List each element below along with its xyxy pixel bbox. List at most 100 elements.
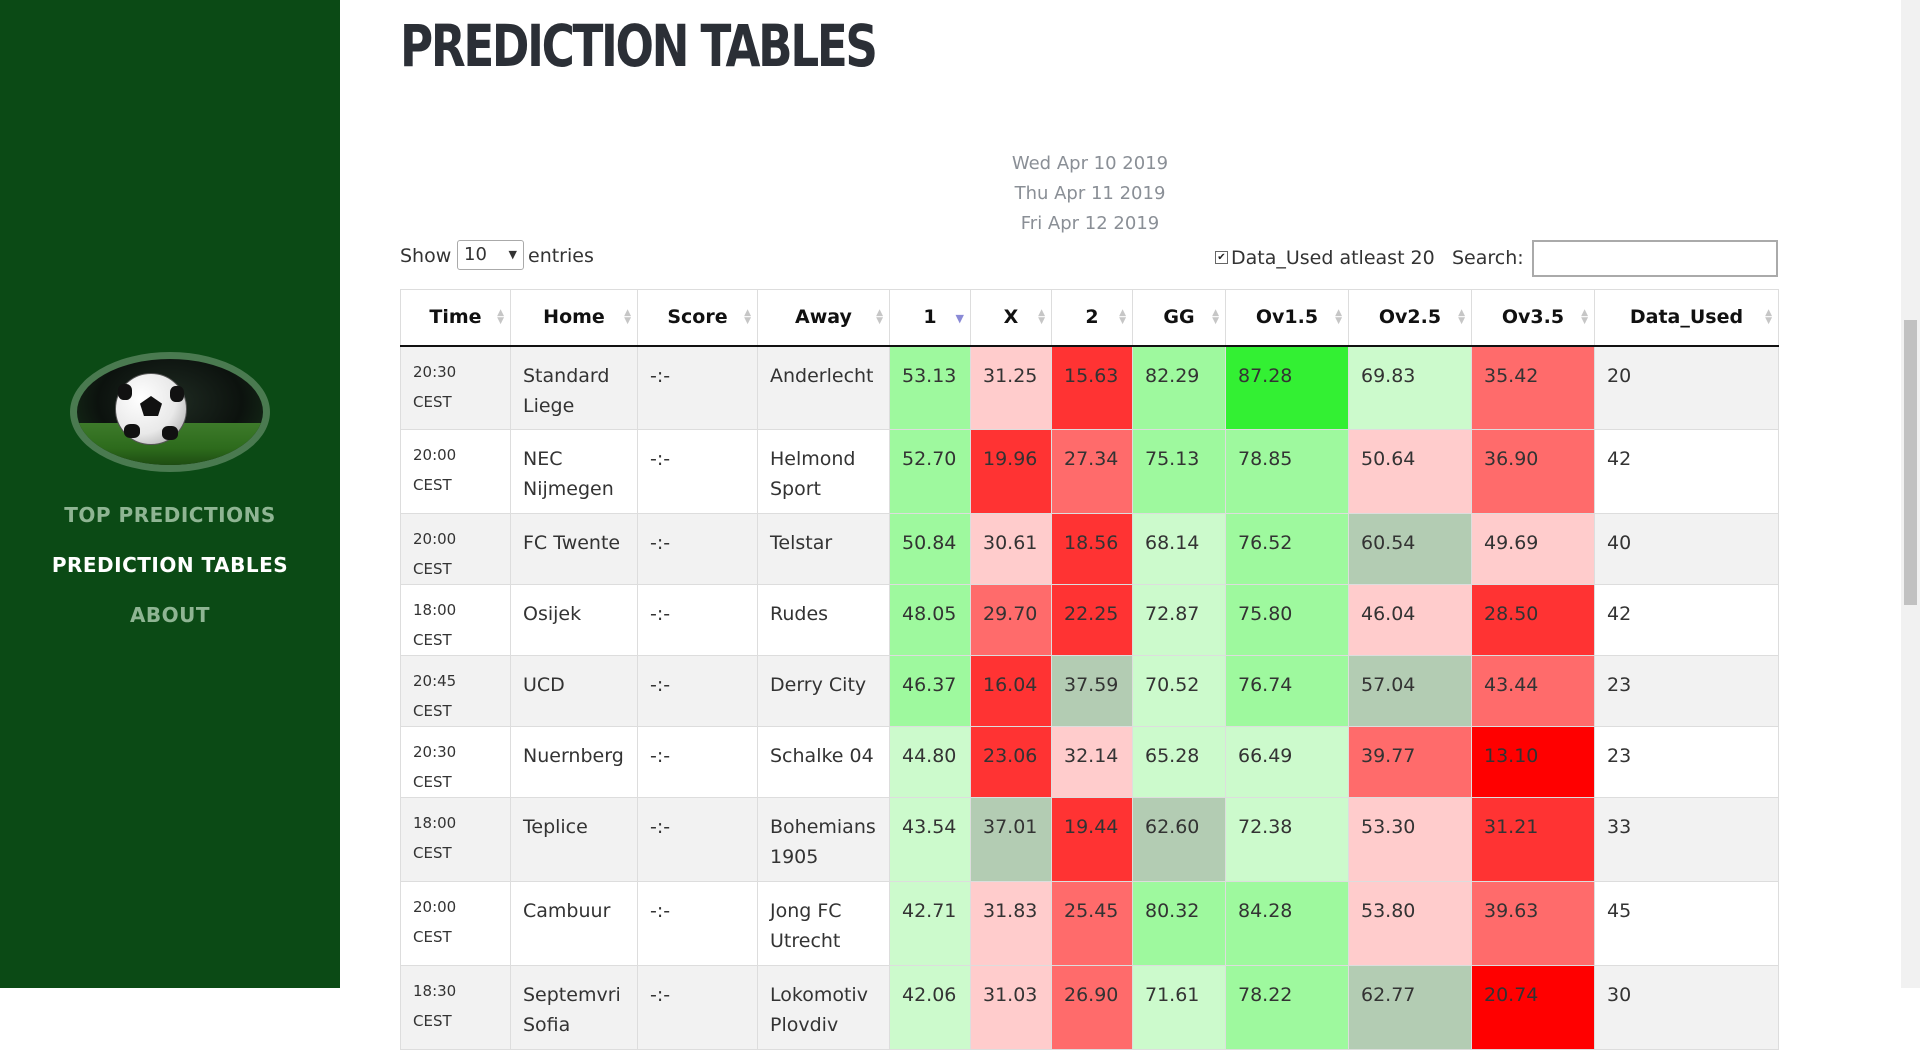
cell-1: 42.06 [889, 965, 971, 1050]
cell-gg: 80.32 [1132, 881, 1226, 966]
scrollbar-thumb[interactable] [1904, 320, 1917, 605]
column-header-label: Data_Used [1629, 306, 1744, 329]
cell-ov35: 13.10 [1471, 726, 1595, 798]
column-header-time[interactable]: Time ▲ ▼ [400, 289, 511, 347]
data-used-checkbox[interactable]: ✔ [1215, 251, 1228, 264]
date-line: Thu Apr 11 2019 [1014, 183, 1166, 204]
column-header-label: Time [429, 306, 482, 329]
column-header-label: Ov2.5 [1378, 306, 1442, 329]
sort-icon: ▲ ▼ [1765, 308, 1772, 326]
sort-icon: ▲ ▼ [1581, 308, 1588, 326]
cell-1: 42.71 [889, 881, 971, 966]
column-header-1[interactable]: 1 ▼ [889, 289, 971, 347]
cell-ov35: 20.74 [1471, 965, 1595, 1050]
sort-icon: ▲ ▼ [1212, 308, 1219, 326]
table-header-row: Time ▲ ▼ Home ▲ ▼ Score ▲ ▼ Away ▲ ▼ 1 ▼ X ▲ ▼ 2 ▲ ▼ GG ▲ ▼ Ov1… [400, 289, 1779, 347]
cell-1: 44.80 [889, 726, 971, 798]
cell-home: UCD [510, 655, 638, 727]
cell-away: Lokomotiv Plovdiv [757, 965, 890, 1050]
table-row: 18:00 CEST Osijek -:- Rudes 48.05 29.70 22.25 7… [400, 584, 1779, 656]
column-header-label: Away [795, 306, 852, 329]
column-header-label: GG [1163, 306, 1195, 329]
search-input[interactable] [1532, 240, 1778, 277]
cell-home: Cambuur [510, 881, 638, 966]
cell-ov35: 31.21 [1471, 797, 1595, 882]
page-scrollbar[interactable] [1901, 0, 1920, 988]
cell-data-used: 23 [1594, 655, 1779, 727]
entries-select-value: 10 [464, 244, 487, 265]
column-header-ov15[interactable]: Ov1.5 ▲ ▼ [1225, 289, 1349, 347]
table-body: 20:30 CEST Standard Liege -:- Anderlecht 53.… [400, 345, 1779, 1050]
cell-time: 20:45 CEST [400, 655, 511, 727]
cell-1: 46.37 [889, 655, 971, 727]
nav-about[interactable]: ABOUT [129, 603, 211, 627]
cell-2: 18.56 [1051, 513, 1133, 585]
table-row: 18:30 CEST Septemvri Sofia -:- Lokomotiv Pl… [400, 965, 1779, 1050]
sort-icon: ▲ ▼ [744, 308, 751, 326]
cell-ov35: 35.42 [1471, 345, 1595, 430]
cell-ov15: 78.22 [1225, 965, 1349, 1050]
column-header-ov25[interactable]: Ov2.5 ▲ ▼ [1348, 289, 1472, 347]
sort-icon: ▲ ▼ [876, 308, 883, 326]
cell-time: 18:00 CEST [400, 584, 511, 656]
cell-time: 20:30 CEST [400, 345, 511, 430]
cell-time: 20:00 CEST [400, 429, 511, 514]
sort-icon: ▲ ▼ [1038, 308, 1045, 326]
column-header-data-used[interactable]: Data_Used ▲ ▼ [1594, 289, 1779, 347]
column-header-x[interactable]: X ▲ ▼ [970, 289, 1052, 347]
cell-ov25: 53.30 [1348, 797, 1472, 882]
cell-2: 15.63 [1051, 345, 1133, 430]
sort-icon: ▲ ▼ [1458, 308, 1465, 326]
column-header-ov35[interactable]: Ov3.5 ▲ ▼ [1471, 289, 1595, 347]
prediction-table-wrap: Time ▲ ▼ Home ▲ ▼ Score ▲ ▼ Away ▲ ▼ 1 ▼ X ▲ ▼ 2 ▲ ▼ GG ▲ ▼ Ov1… [400, 289, 1779, 1050]
cell-2: 22.25 [1051, 584, 1133, 656]
sort-desc-icon: ▼ [955, 312, 964, 325]
cell-time: 20:30 CEST [400, 726, 511, 798]
page-title: PREDICTION TABLES [400, 12, 878, 80]
cell-home: NEC Nijmegen [510, 429, 638, 514]
column-header-score[interactable]: Score ▲ ▼ [637, 289, 758, 347]
cell-ov15: 76.52 [1225, 513, 1349, 585]
cell-time: 18:00 CEST [400, 797, 511, 882]
cell-away: Bohemians 1905 [757, 797, 890, 882]
cell-ov25: 69.83 [1348, 345, 1472, 430]
cell-data-used: 30 [1594, 965, 1779, 1050]
cell-gg: 65.28 [1132, 726, 1226, 798]
sidebar: TOP PREDICTIONS PREDICTION TABLES ABOUT [0, 0, 340, 988]
table-row: 18:00 CEST Teplice -:- Bohemians 1905 43.54 3… [400, 797, 1779, 882]
column-header-2[interactable]: 2 ▲ ▼ [1051, 289, 1133, 347]
sort-icon: ▲ ▼ [1335, 308, 1342, 326]
column-header-label: Score [667, 306, 728, 329]
cell-score: -:- [637, 726, 758, 798]
entries-select[interactable]: 10 ▼ [457, 240, 524, 270]
cell-ov25: 57.04 [1348, 655, 1472, 727]
cell-ov35: 43.44 [1471, 655, 1595, 727]
cell-data-used: 23 [1594, 726, 1779, 798]
column-header-home[interactable]: Home ▲ ▼ [510, 289, 638, 347]
cell-ov15: 72.38 [1225, 797, 1349, 882]
cell-gg: 62.60 [1132, 797, 1226, 882]
cell-x: 37.01 [970, 797, 1052, 882]
cell-gg: 75.13 [1132, 429, 1226, 514]
column-header-away[interactable]: Away ▲ ▼ [757, 289, 890, 347]
cell-data-used: 42 [1594, 429, 1779, 514]
cell-data-used: 40 [1594, 513, 1779, 585]
column-header-gg[interactable]: GG ▲ ▼ [1132, 289, 1226, 347]
search-label: Search: [1452, 247, 1524, 269]
cell-away: Schalke 04 [757, 726, 890, 798]
cell-home: Standard Liege [510, 345, 638, 430]
cell-ov15: 66.49 [1225, 726, 1349, 798]
cell-ov35: 49.69 [1471, 513, 1595, 585]
nav-prediction-tables[interactable]: PREDICTION TABLES [51, 553, 289, 577]
sort-icon: ▲ ▼ [497, 308, 504, 326]
cell-score: -:- [637, 429, 758, 514]
cell-ov35: 36.90 [1471, 429, 1595, 514]
cell-ov25: 39.77 [1348, 726, 1472, 798]
table-row: 20:30 CEST Nuernberg -:- Schalke 04 44.80 23.… [400, 726, 1779, 798]
cell-gg: 82.29 [1132, 345, 1226, 430]
cell-score: -:- [637, 345, 758, 430]
table-row: 20:45 CEST UCD -:- Derry City 46.37 16.04 37.5… [400, 655, 1779, 727]
cell-ov25: 53.80 [1348, 881, 1472, 966]
cell-score: -:- [637, 881, 758, 966]
nav-top-predictions[interactable]: TOP PREDICTIONS [64, 503, 276, 527]
